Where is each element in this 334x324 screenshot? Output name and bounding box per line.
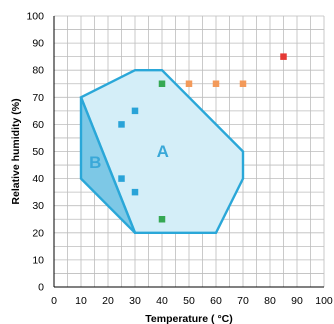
region-b bbox=[79, 96, 137, 234]
x-tick-label: 40 bbox=[156, 295, 168, 307]
x-tick-label: 20 bbox=[102, 295, 114, 307]
y-tick-label: 10 bbox=[32, 254, 44, 266]
data-point bbox=[212, 80, 220, 87]
region-a-label: A bbox=[157, 142, 169, 161]
data-point bbox=[185, 80, 193, 87]
data-points bbox=[118, 53, 287, 223]
y-tick-label: 90 bbox=[32, 38, 44, 50]
region-b-label: B bbox=[89, 153, 101, 172]
data-point bbox=[131, 188, 139, 196]
y-tick-label: 50 bbox=[32, 146, 44, 158]
tick-labels: 0 10 20 30 40 50 60 70 80 90 100 0 10 20 30 40 50 60 70 80 9… bbox=[26, 11, 332, 308]
axes bbox=[53, 16, 324, 288]
x-tick-label: 0 bbox=[51, 295, 57, 307]
x-tick-label: 90 bbox=[291, 295, 303, 307]
data-point bbox=[158, 216, 166, 223]
region-a bbox=[79, 68, 245, 235]
x-tick-label: 10 bbox=[75, 295, 87, 307]
data-point bbox=[131, 107, 139, 115]
x-tick-label: 100 bbox=[315, 295, 333, 307]
y-tick-label: 60 bbox=[32, 119, 44, 131]
x-tick-label: 80 bbox=[264, 295, 276, 307]
y-tick-label: 40 bbox=[32, 173, 44, 185]
y-tick-label: 100 bbox=[26, 11, 44, 23]
x-axis-title: Temperature ( °C) bbox=[145, 313, 232, 324]
y-tick-label: 80 bbox=[32, 65, 44, 77]
x-tick-label: 50 bbox=[183, 295, 195, 307]
x-tick-label: 30 bbox=[129, 295, 141, 307]
data-point bbox=[118, 175, 125, 182]
data-point bbox=[239, 80, 247, 87]
data-point bbox=[280, 53, 287, 60]
y-axis-title: Relative humidity (%) bbox=[10, 98, 22, 204]
x-tick-label: 60 bbox=[210, 295, 222, 307]
y-tick-label: 70 bbox=[32, 92, 44, 104]
y-tick-label: 20 bbox=[32, 227, 44, 239]
y-tick-label: 0 bbox=[38, 282, 44, 294]
x-tick-label: 70 bbox=[237, 295, 249, 307]
y-tick-label: 30 bbox=[32, 200, 44, 212]
data-point bbox=[158, 80, 166, 87]
data-point bbox=[118, 121, 125, 128]
regions: AB bbox=[79, 68, 245, 235]
